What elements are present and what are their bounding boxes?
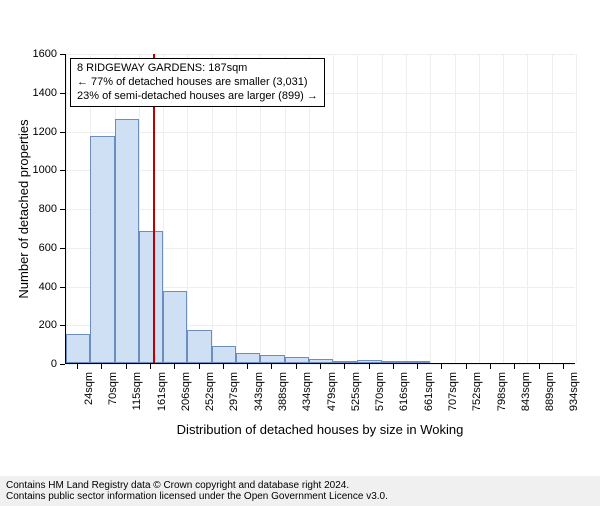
ytick-label: 0 [0,358,57,370]
ytick-mark [60,364,65,365]
xtick-mark [77,364,78,369]
xtick-mark [320,364,321,369]
annotation-line: 23% of semi-detached houses are larger (… [77,90,318,104]
xtick-label: 297sqm [228,372,240,422]
xtick-label: 616sqm [398,372,410,422]
xtick-mark [223,364,224,369]
xtick-label: 752sqm [471,372,483,422]
ytick-mark [60,248,65,249]
gridline-v [576,54,577,363]
xtick-label: 707sqm [447,372,459,422]
credit-line-1: Contains HM Land Registry data © Crown c… [6,480,594,491]
ytick-label: 1400 [0,87,57,99]
xtick-mark [490,364,491,369]
ytick-mark [60,287,65,288]
xtick-mark [369,364,370,369]
xtick-mark [539,364,540,369]
histogram-bar [236,353,260,363]
histogram-bar [333,361,357,363]
xtick-mark [271,364,272,369]
credit-box: Contains HM Land Registry data © Crown c… [0,476,600,506]
xtick-label: 525sqm [350,372,362,422]
annotation-line: ← 77% of detached houses are smaller (3,… [77,76,318,90]
gridline-h [66,132,575,133]
xtick-label: 115sqm [131,372,143,422]
ytick-mark [60,325,65,326]
xtick-mark [466,364,467,369]
xtick-mark [174,364,175,369]
xtick-label: 70sqm [107,372,119,422]
annotation-box: 8 RIDGEWAY GARDENS: 187sqm← 77% of detac… [70,58,325,107]
xtick-mark [393,364,394,369]
xtick-mark [150,364,151,369]
y-axis-label: Number of detached properties [16,109,31,309]
histogram-bar [90,136,114,363]
gridline-h [66,209,575,210]
xtick-mark [563,364,564,369]
ytick-mark [60,132,65,133]
xtick-label: 889sqm [544,372,556,422]
xtick-mark [126,364,127,369]
ytick-mark [60,93,65,94]
xtick-label: 388sqm [277,372,289,422]
histogram-bar [382,361,406,363]
xtick-mark [417,364,418,369]
xtick-label: 570sqm [374,372,386,422]
xtick-label: 661sqm [423,372,435,422]
ytick-mark [60,209,65,210]
xtick-label: 479sqm [326,372,338,422]
chart-area: 0200400600800100012001400160024sqm70sqm1… [0,6,600,466]
xtick-label: 206sqm [180,372,192,422]
histogram-bar [139,231,163,363]
xtick-label: 934sqm [568,372,580,422]
x-axis-label: Distribution of detached houses by size … [65,422,575,437]
xtick-label: 24sqm [83,372,95,422]
gridline-h [66,170,575,171]
xtick-label: 434sqm [301,372,313,422]
histogram-bar [187,330,211,363]
ytick-mark [60,170,65,171]
xtick-mark [199,364,200,369]
histogram-bar [260,355,284,363]
xtick-mark [296,364,297,369]
xtick-label: 252sqm [204,372,216,422]
annotation-line: 8 RIDGEWAY GARDENS: 187sqm [77,62,318,76]
xtick-mark [514,364,515,369]
histogram-bar [163,291,187,363]
ytick-mark [60,54,65,55]
histogram-bar [406,361,430,363]
xtick-label: 798sqm [496,372,508,422]
gridline-h [66,54,575,55]
histogram-bar [285,357,309,363]
histogram-bar [115,119,139,363]
xtick-mark [101,364,102,369]
histogram-bar [66,334,90,363]
credit-line-2: Contains public sector information licen… [6,491,594,502]
xtick-mark [441,364,442,369]
xtick-mark [344,364,345,369]
histogram-bar [357,360,381,363]
ytick-label: 200 [0,319,57,331]
xtick-mark [247,364,248,369]
ytick-label: 1600 [0,48,57,60]
xtick-label: 843sqm [520,372,532,422]
histogram-bar [212,346,236,363]
xtick-label: 161sqm [156,372,168,422]
histogram-bar [309,359,333,363]
xtick-label: 343sqm [253,372,265,422]
